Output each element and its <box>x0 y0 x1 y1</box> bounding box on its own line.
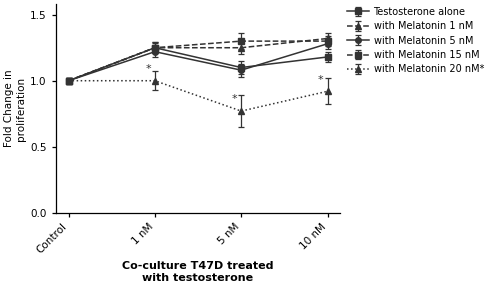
Text: *: * <box>145 64 151 74</box>
Legend: Testosterone alone, with Melatonin 1 nM, with Melatonin 5 nM, with Melatonin 15 : Testosterone alone, with Melatonin 1 nM,… <box>345 5 486 76</box>
Text: *: * <box>318 75 323 85</box>
X-axis label: Co-culture T47D treated
with testosterone: Co-culture T47D treated with testosteron… <box>122 261 274 283</box>
Y-axis label: Fold Change in
proliferation: Fold Change in proliferation <box>4 70 26 147</box>
Text: *: * <box>231 94 237 104</box>
